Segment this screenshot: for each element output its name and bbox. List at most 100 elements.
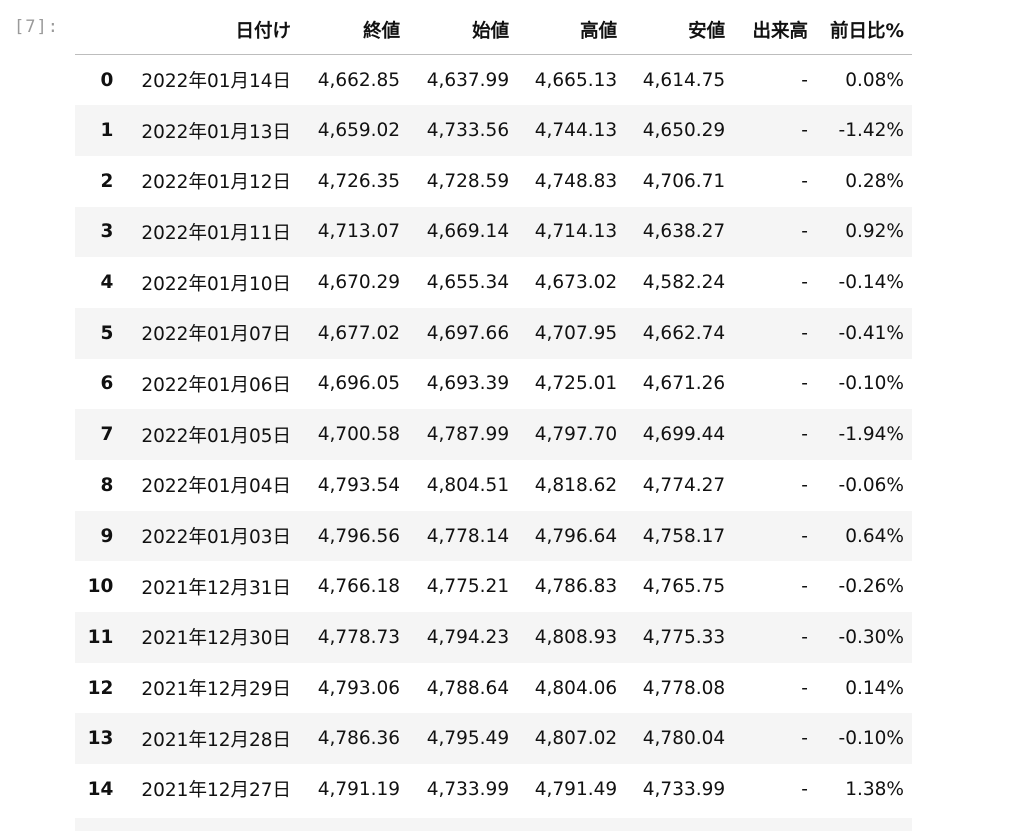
cell-open: 4,794.23 (426, 626, 510, 648)
cell-high: 4,807.02 (534, 728, 618, 750)
cell-low: 4,706.71 (642, 170, 726, 192)
cell-volume: - (801, 728, 808, 750)
row-index: 1 (100, 120, 114, 142)
cell-change-percent: 0.64% (845, 525, 904, 547)
row-index: 5 (100, 322, 114, 344)
cell-low: 4,778.08 (642, 677, 726, 699)
cell-low: 4,774.27 (642, 474, 726, 496)
cell-close: 4,662.85 (317, 69, 401, 91)
cell-date: 2022年01月14日 (141, 71, 292, 93)
column-header-close: 終値 (291, 6, 401, 55)
cell-date: 2022年01月04日 (141, 476, 292, 498)
row-index: 14 (87, 778, 114, 800)
table-header-row: 日付け 終値 始値 高値 安値 出来高 前日比% (75, 6, 912, 55)
cell-change-percent: -0.10% (838, 728, 904, 750)
cell-low: 4,775.33 (642, 626, 726, 648)
cell-low: 4,733.99 (642, 778, 726, 800)
cell-close: 4,786.36 (317, 728, 401, 750)
cell-execution-prompt: [7]: (14, 17, 59, 37)
cell-open: 4,778.14 (426, 525, 510, 547)
cell-high: 4,714.13 (534, 221, 618, 243)
cell-close: 4,670.29 (317, 272, 401, 294)
cell-volume: - (801, 626, 808, 648)
table-row: 5 2022年01月07日 4,677.02 4,697.66 4,707.95 4,66… (75, 307, 912, 359)
cell-open: 4,728.59 (426, 170, 510, 192)
cell-change-percent: -0.26% (838, 576, 904, 598)
cell-close: 4,791.19 (317, 778, 401, 800)
table-row: 2 2022年01月12日 4,726.35 4,728.59 4,748.83 4,70… (75, 155, 912, 207)
cell-date: 2022年01月12日 (141, 172, 292, 194)
cell-date: 2022年01月10日 (141, 273, 292, 295)
cell-low: 4,671.26 (642, 373, 726, 395)
table-row: 9 2022年01月03日 4,796.56 4,778.14 4,796.64 4,75… (75, 510, 912, 562)
cell-change-percent: -0.30% (838, 626, 904, 648)
table-row: 1 2022年01月13日 4,659.02 4,733.56 4,744.13 4,65… (75, 105, 912, 156)
cell-high: 4,725.01 (534, 373, 618, 395)
cell-high: 4,786.83 (534, 576, 618, 598)
cell-volume: - (801, 120, 808, 142)
cell-change-percent: -0.14% (838, 272, 904, 294)
table-row: 8 2022年01月04日 4,793.54 4,804.51 4,818.62 4,77… (75, 460, 912, 511)
cell-volume: - (801, 474, 808, 496)
cell-volume: - (801, 525, 808, 547)
column-header-high: 高値 (509, 6, 618, 55)
cell-close: 4,793.06 (317, 677, 401, 699)
cell-open: 4,733.99 (426, 778, 510, 800)
cell-date: 2021年12月31日 (141, 577, 292, 599)
row-index: 2 (100, 170, 114, 192)
column-header-volume: 出来高 (725, 6, 808, 55)
column-header-open: 始値 (400, 6, 510, 55)
row-index: 4 (100, 272, 114, 294)
cell-high: 4,797.70 (534, 424, 618, 446)
cell-change-percent: 0.08% (845, 69, 904, 91)
row-index: 13 (87, 728, 114, 750)
cell-volume: - (801, 221, 808, 243)
cell-volume: - (801, 576, 808, 598)
cell-high: 4,707.95 (534, 322, 618, 344)
row-index: 10 (87, 576, 114, 598)
cell-open: 4,697.66 (426, 322, 510, 344)
cell-change-percent: -0.06% (838, 474, 904, 496)
cell-open: 4,733.56 (426, 120, 510, 142)
cell-date: 2022年01月05日 (141, 425, 292, 447)
table-row: 0 2022年01月14日 4,662.85 4,637.99 4,665.13 4,61… (75, 54, 912, 106)
cell-open: 4,795.49 (426, 728, 510, 750)
column-header-index (75, 6, 114, 55)
cell-high: 4,748.83 (534, 170, 618, 192)
row-index: 11 (87, 626, 114, 648)
cell-date: 2022年01月03日 (141, 527, 292, 549)
cell-close: 4,696.05 (317, 373, 401, 395)
cell-date: 2021年12月29日 (141, 679, 292, 701)
cell-change-percent: 1.38% (845, 778, 904, 800)
row-index: 7 (100, 424, 114, 446)
cell-high: 4,804.06 (534, 677, 618, 699)
cell-volume: - (801, 69, 808, 91)
cell-date: 2021年12月28日 (141, 729, 292, 751)
cell-change-percent: 0.92% (845, 221, 904, 243)
cell-open: 4,693.39 (426, 373, 510, 395)
cell-close: 4,778.73 (317, 626, 401, 648)
cell-open: 4,788.64 (426, 677, 510, 699)
column-header-date: 日付け (113, 6, 292, 55)
table-row-partial (75, 818, 912, 831)
cell-low: 4,662.74 (642, 322, 726, 344)
cell-close: 4,677.02 (317, 322, 401, 344)
row-index: 6 (100, 373, 114, 395)
table-row: 3 2022年01月11日 4,713.07 4,669.14 4,714.13 4,63… (75, 206, 912, 258)
cell-low: 4,650.29 (642, 120, 726, 142)
cell-date: 2021年12月30日 (141, 628, 292, 650)
cell-date: 2022年01月06日 (141, 374, 292, 396)
cell-date: 2022年01月13日 (141, 121, 292, 143)
column-header-change-percent: 前日比% (807, 6, 912, 55)
cell-close: 4,700.58 (317, 424, 401, 446)
cell-close: 4,726.35 (317, 170, 401, 192)
column-header-low: 安値 (617, 6, 726, 55)
cell-low: 4,582.24 (642, 272, 726, 294)
table-row: 11 2021年12月30日 4,778.73 4,794.23 4,808.93 4,7… (75, 612, 912, 663)
cell-change-percent: 0.28% (845, 170, 904, 192)
cell-change-percent: -1.42% (838, 120, 904, 142)
cell-volume: - (801, 272, 808, 294)
cell-open: 4,655.34 (426, 272, 510, 294)
cell-open: 4,787.99 (426, 424, 510, 446)
cell-low: 4,765.75 (642, 576, 726, 598)
